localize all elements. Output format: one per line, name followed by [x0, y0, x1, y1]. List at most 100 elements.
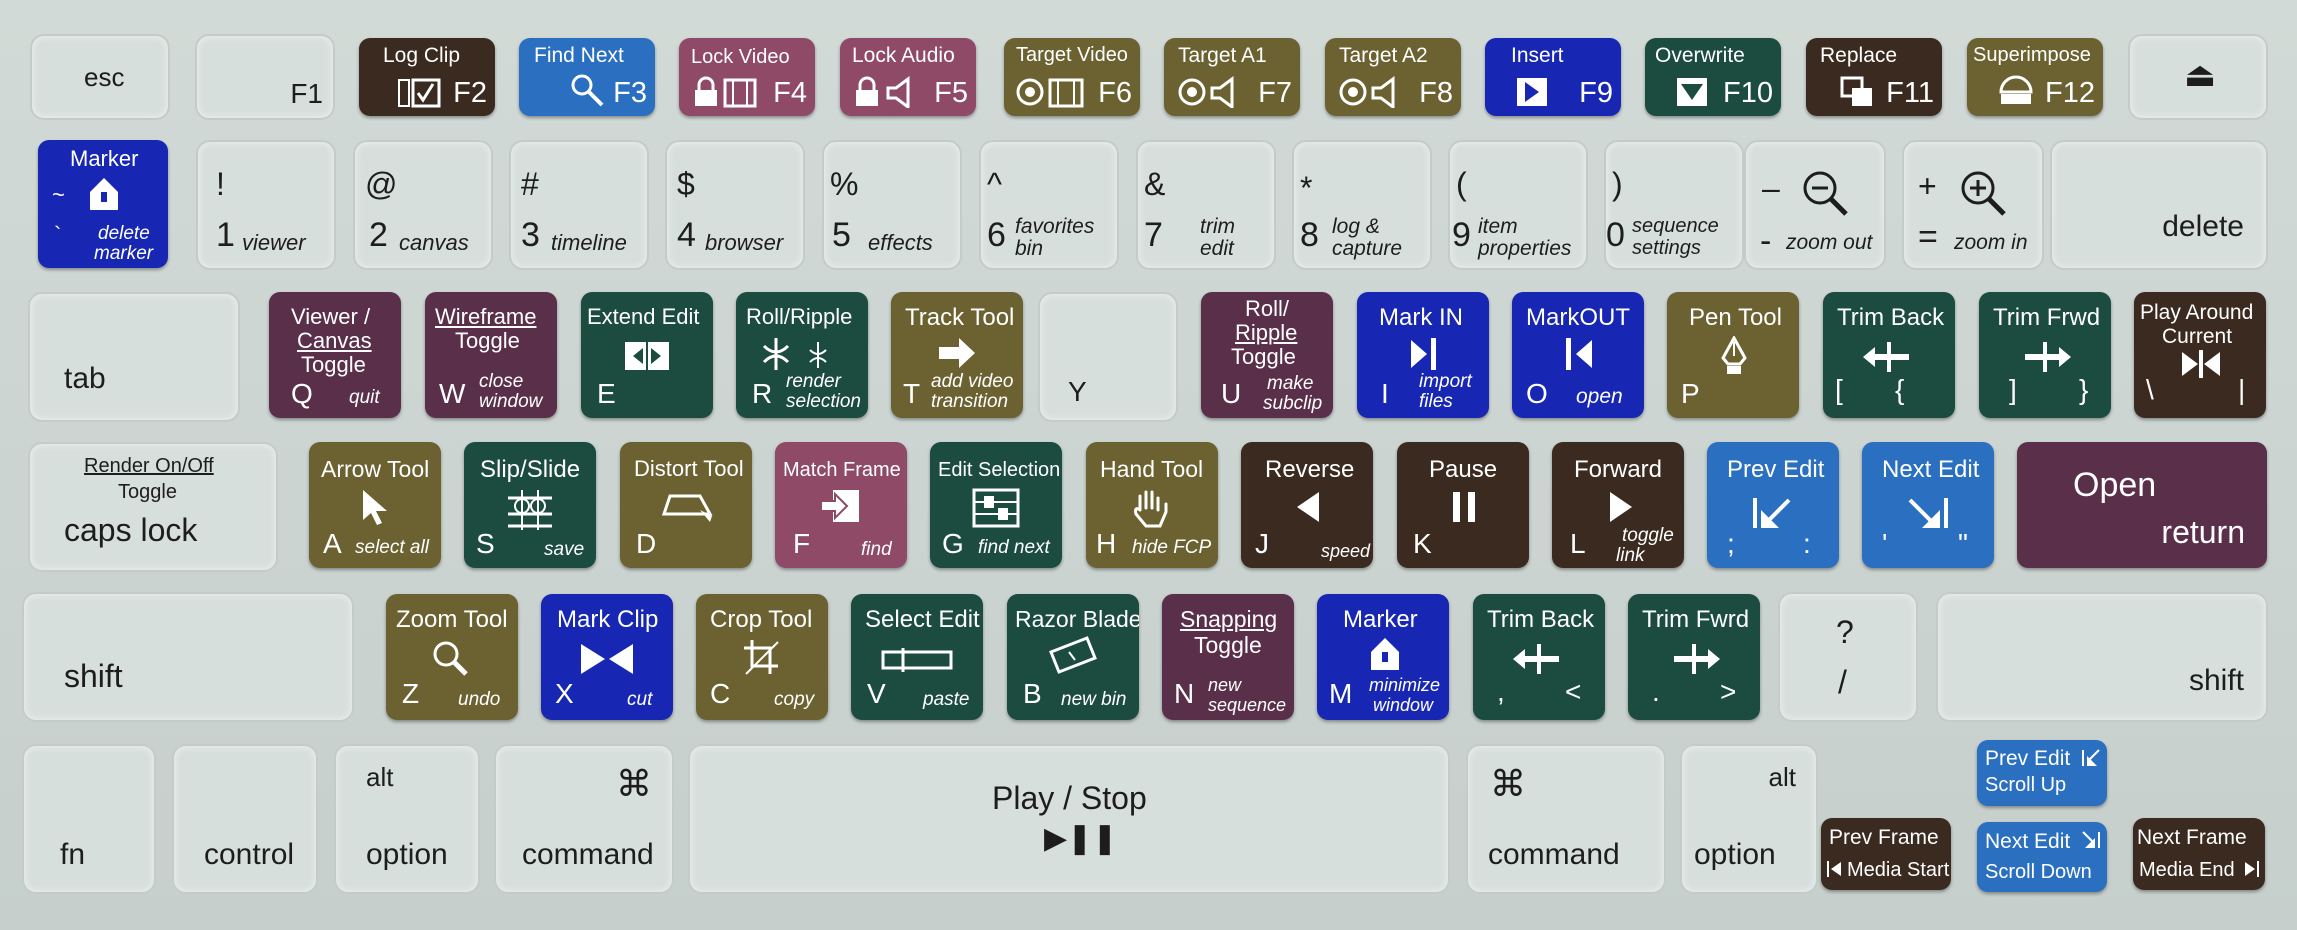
key-z[interactable]: Zoom Tool Z undo: [386, 594, 518, 720]
key-arrow-left[interactable]: Prev Frame Media Start: [1821, 818, 1951, 890]
key-f7[interactable]: Target A1 F7: [1164, 38, 1300, 116]
key-control-label: control: [204, 838, 295, 871]
key-s[interactable]: Slip/Slide S save: [464, 442, 596, 568]
key-semicolon[interactable]: Prev Edit ; :: [1707, 442, 1839, 568]
key-t[interactable]: Track Tool T add video transition: [891, 292, 1023, 418]
key-fn[interactable]: fn: [22, 744, 156, 894]
key-f1[interactable]: F1: [195, 34, 335, 120]
key-d[interactable]: Distort Tool D: [620, 442, 752, 568]
key-arrow-right[interactable]: Next Frame Media End: [2133, 818, 2265, 890]
key-plus-sub: zoom in: [1954, 231, 2028, 254]
key-d-title: Distort Tool: [634, 456, 744, 481]
key-plus[interactable]: + = zoom in: [1902, 140, 2044, 270]
key-4[interactable]: $ 4 browser: [665, 140, 805, 270]
key-r-sub2: selection: [786, 391, 861, 412]
key-b[interactable]: Razor Blade B new bin: [1007, 594, 1139, 720]
key-minus[interactable]: – - zoom out: [1744, 140, 1886, 270]
key-6[interactable]: ^ 6 favorites bin: [979, 140, 1119, 270]
slip-slide-icon: [508, 490, 552, 530]
key-9[interactable]: ( 9 item properties: [1448, 140, 1588, 270]
key-o[interactable]: MarkOUT O open: [1512, 292, 1644, 418]
key-arrow-down[interactable]: Next Edit Scroll Down: [1977, 822, 2107, 892]
key-backslash[interactable]: Play Around Current \ |: [2134, 292, 2266, 418]
key-f10[interactable]: Overwrite F10: [1645, 38, 1781, 116]
key-i[interactable]: Mark IN I import files: [1357, 292, 1489, 418]
key-option-left[interactable]: alt option: [334, 744, 480, 894]
key-f6[interactable]: Target Video F6: [1004, 38, 1140, 116]
key-return-t1: Open: [2073, 466, 2157, 504]
key-p[interactable]: Pen Tool P: [1667, 292, 1799, 418]
key-backslash-key1: \: [2146, 374, 2154, 405]
key-2[interactable]: @ 2 canvas: [353, 140, 493, 270]
key-1[interactable]: ! 1 viewer: [196, 140, 336, 270]
key-u[interactable]: Roll/ Ripple Toggle U make subclip: [1201, 292, 1333, 418]
key-k[interactable]: Pause K: [1397, 442, 1529, 568]
key-6-sub1: favorites: [1015, 215, 1095, 238]
key-7-sub2: edit: [1200, 237, 1234, 260]
log-clip-icon: [398, 78, 441, 108]
key-esc[interactable]: esc: [30, 34, 170, 120]
key-period[interactable]: Trim Fwrd . >: [1628, 594, 1760, 720]
key-f11[interactable]: Replace F11: [1806, 38, 1942, 116]
key-j[interactable]: Reverse J speed: [1241, 442, 1373, 568]
key-5[interactable]: % 5 effects: [822, 140, 962, 270]
media-end-icon: [2245, 861, 2259, 877]
key-9-key: 9: [1452, 216, 1471, 254]
key-7[interactable]: & 7 trim edit: [1136, 140, 1276, 270]
key-v[interactable]: Select Edit V paste: [851, 594, 983, 720]
key-y-label: Y: [1068, 376, 1087, 407]
key-w[interactable]: Wireframe Toggle W close window: [425, 292, 557, 418]
key-f12-key: F12: [2045, 77, 2095, 109]
key-delete[interactable]: delete: [2050, 140, 2268, 270]
key-x[interactable]: Mark Clip X cut: [541, 594, 673, 720]
key-c[interactable]: Crop Tool C copy: [696, 594, 828, 720]
key-tilde[interactable]: Marker ~ ` delete marker: [38, 140, 168, 268]
key-lbracket[interactable]: Trim Back [ {: [1823, 292, 1955, 418]
key-f2[interactable]: Log Clip F2: [359, 38, 495, 116]
key-g[interactable]: Edit Selection G find next: [930, 442, 1062, 568]
key-q[interactable]: Viewer / Canvas Toggle Q quit: [269, 292, 401, 418]
key-f3[interactable]: Find Next F3: [519, 38, 655, 116]
key-1-sub: viewer: [242, 230, 306, 255]
key-f[interactable]: Match Frame F find: [775, 442, 907, 568]
key-rbracket[interactable]: Trim Frwd ] }: [1979, 292, 2111, 418]
key-f8[interactable]: Target A2 F8: [1325, 38, 1461, 116]
key-s-key: S: [476, 528, 495, 559]
key-8[interactable]: * 8 log & capture: [1292, 140, 1432, 270]
key-comma[interactable]: Trim Back , <: [1473, 594, 1605, 720]
key-f4[interactable]: Lock Video F4: [679, 38, 815, 116]
key-command-left[interactable]: ⌘ command: [494, 744, 674, 894]
key-tab[interactable]: tab: [28, 292, 240, 422]
key-2-sub: canvas: [399, 230, 469, 255]
key-n-t1: Snapping: [1180, 606, 1278, 632]
key-control[interactable]: control: [172, 744, 318, 894]
key-eject[interactable]: ⏏: [2128, 34, 2268, 120]
key-m[interactable]: Marker M minimize window: [1317, 594, 1449, 720]
key-option-right[interactable]: alt option: [1680, 744, 1818, 894]
key-r[interactable]: Roll/Ripple R render selection: [736, 292, 868, 418]
key-shift-right[interactable]: shift: [1936, 592, 2268, 722]
key-l[interactable]: Forward L toggle link: [1552, 442, 1684, 568]
key-e[interactable]: Extend Edit E: [581, 292, 713, 418]
key-caps-lock[interactable]: Render On/Off Toggle caps lock: [28, 442, 278, 572]
key-return[interactable]: Open return: [2017, 442, 2267, 568]
key-arrow-up[interactable]: Prev Edit Scroll Up: [1977, 740, 2107, 806]
key-space[interactable]: Play / Stop ▶❚❚: [688, 744, 1450, 894]
key-a[interactable]: Arrow Tool A select all: [309, 442, 441, 568]
key-h[interactable]: Hand Tool H hide FCP: [1086, 442, 1218, 568]
key-command-right[interactable]: ⌘ command: [1466, 744, 1666, 894]
key-y[interactable]: Y: [1038, 292, 1178, 422]
caps-key: caps lock: [64, 512, 198, 548]
key-f12[interactable]: Superimpose F12: [1967, 38, 2103, 116]
key-n[interactable]: Snapping Toggle N new sequence: [1162, 594, 1294, 720]
key-quote[interactable]: Next Edit ' ": [1862, 442, 1994, 568]
key-slash[interactable]: ? /: [1778, 592, 1918, 722]
key-semicolon-key1: ;: [1727, 528, 1735, 559]
play-pause-icon: ▶❚❚: [1044, 821, 1118, 856]
key-shift-left[interactable]: shift: [22, 592, 354, 722]
key-f5[interactable]: Lock Audio F5: [840, 38, 976, 116]
key-f9[interactable]: Insert F9: [1485, 38, 1621, 116]
key-0[interactable]: ) 0 sequence settings: [1604, 140, 1744, 270]
key-3[interactable]: # 3 timeline: [509, 140, 649, 270]
key-f-key: F: [793, 528, 811, 559]
